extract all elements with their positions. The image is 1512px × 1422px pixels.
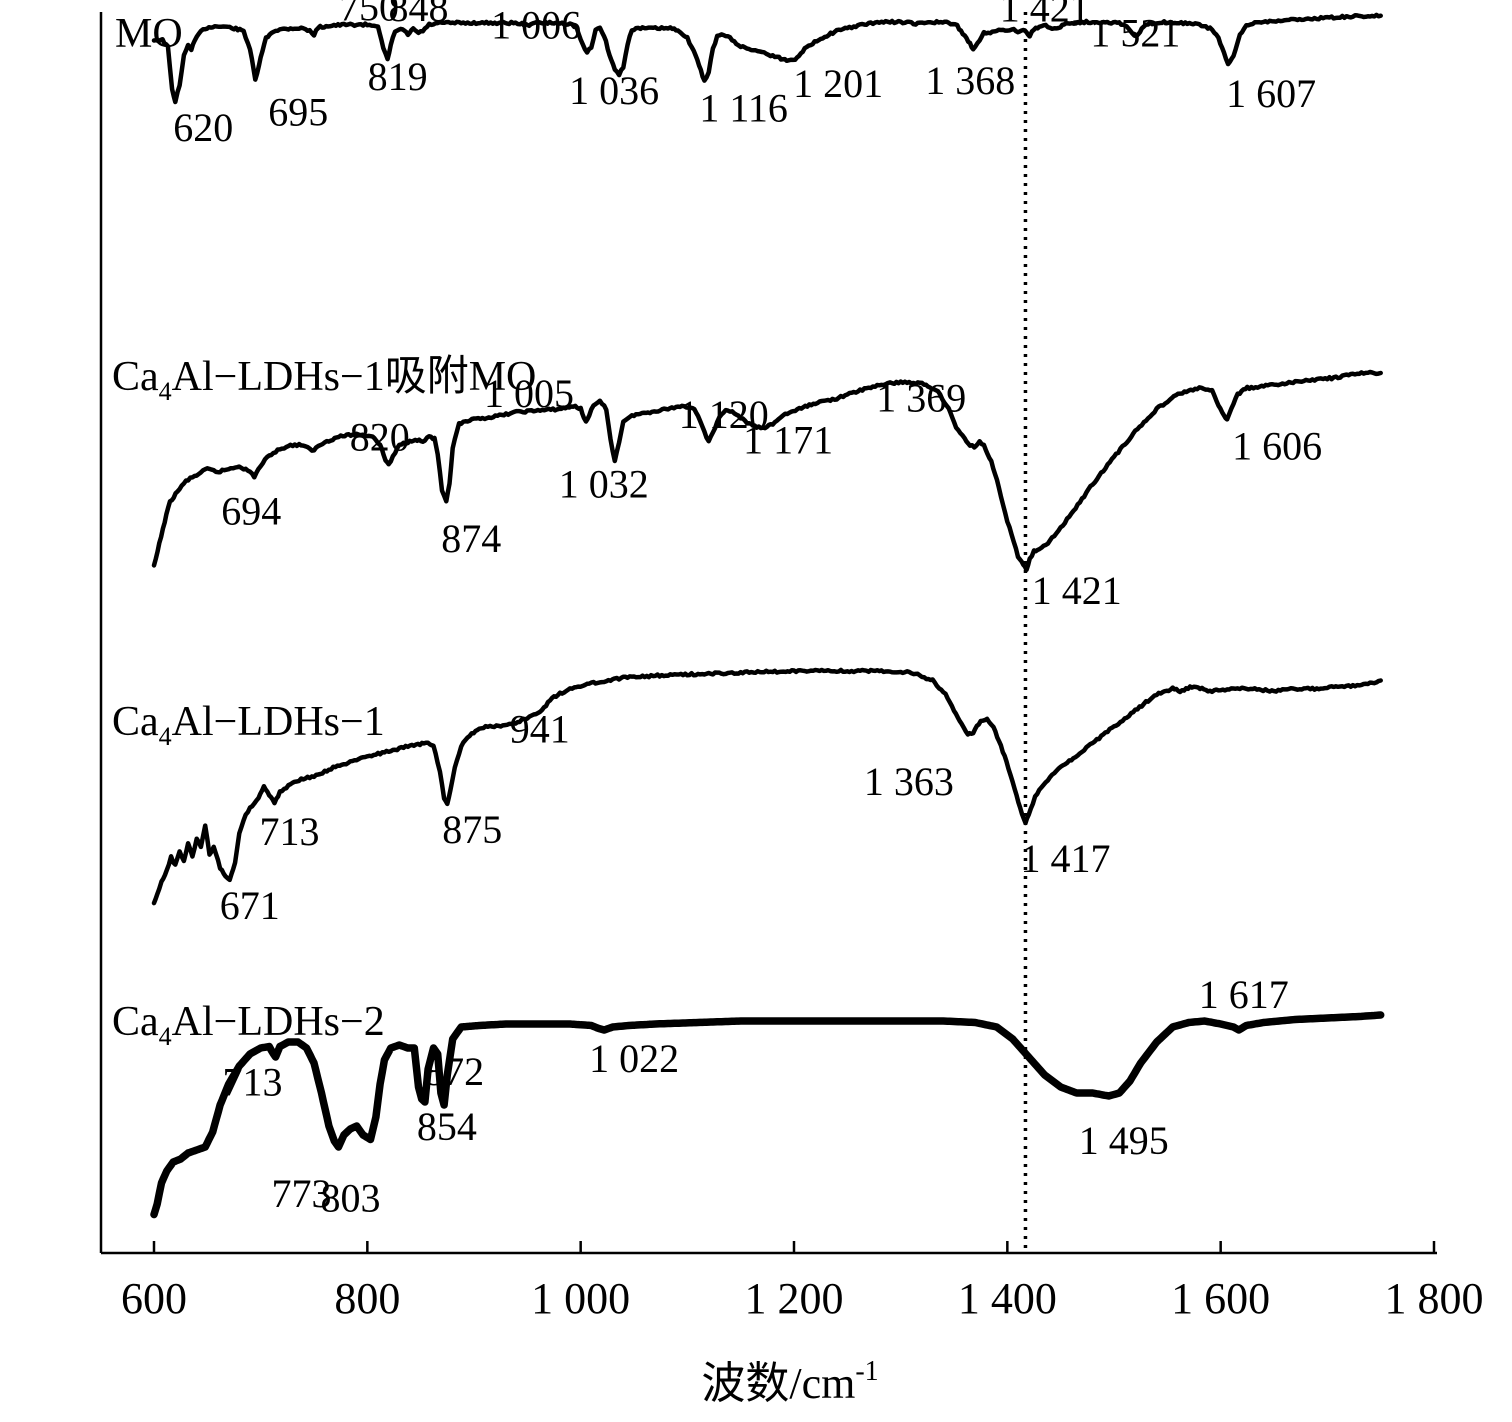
series-name-label: Ca4Al−LDHs−1吸附MO bbox=[112, 354, 536, 406]
spectrum-line bbox=[151, 667, 1383, 906]
x-tick-label: 800 bbox=[334, 1274, 400, 1323]
x-tick-label: 1 400 bbox=[958, 1274, 1057, 1323]
peak-label: 1 606 bbox=[1232, 424, 1322, 469]
spectrum-line bbox=[150, 1011, 1385, 1219]
peak-label: 1 005 bbox=[484, 371, 574, 416]
peak-label: 1 617 bbox=[1199, 972, 1289, 1017]
peak-label: 713 bbox=[223, 1060, 283, 1105]
peak-label: 1 032 bbox=[559, 462, 649, 507]
peak-label: 1 495 bbox=[1079, 1118, 1169, 1163]
peak-label: 713 bbox=[260, 809, 320, 854]
peak-label: 1 607 bbox=[1226, 71, 1316, 116]
series-name-text: Ca bbox=[112, 354, 159, 400]
peak-label: 671 bbox=[220, 883, 280, 928]
spectrum-series: Ca4Al−LDHs−1 671 713 875 941 1 363 1 417 bbox=[112, 667, 1383, 928]
x-tick-label: 1 000 bbox=[531, 1274, 630, 1323]
peak-label: 620 bbox=[173, 105, 233, 150]
x-axis-title-superscript: -1 bbox=[855, 1356, 878, 1387]
peak-label: 803 bbox=[321, 1176, 381, 1221]
peak-label: 773 bbox=[272, 1171, 332, 1216]
series-name-label: Ca4Al−LDHs−1 bbox=[112, 699, 385, 751]
peak-label: 1 120 bbox=[679, 392, 769, 437]
peak-label: 819 bbox=[368, 54, 428, 99]
peak-label: 848 bbox=[389, 0, 449, 30]
series-name-text: Al−LDHs−1吸附MO bbox=[172, 354, 537, 400]
series-name-label: MO bbox=[115, 11, 183, 57]
series-name-label: Ca4Al−LDHs−2 bbox=[112, 999, 385, 1051]
x-axis-title: 波数/cm-1 bbox=[701, 1356, 878, 1408]
peak-label: 694 bbox=[221, 489, 281, 534]
peak-label: 1 363 bbox=[864, 759, 954, 804]
peak-label: 1 201 bbox=[793, 61, 883, 106]
peak-label: 1 368 bbox=[925, 58, 1015, 103]
series-name-subscript: 4 bbox=[159, 377, 172, 406]
series-name-text: Al−LDHs−1 bbox=[172, 699, 385, 745]
peak-label: 874 bbox=[441, 516, 501, 561]
peak-label: 1 421 bbox=[1000, 0, 1090, 31]
peak-label: 820 bbox=[350, 415, 410, 460]
peak-label: 1 116 bbox=[699, 85, 788, 130]
peak-label: 1 006 bbox=[491, 3, 581, 48]
spectrum-line bbox=[151, 12, 1383, 105]
peak-label: 872 bbox=[424, 1049, 484, 1094]
spectrum-series: Ca4Al−LDHs−1吸附MO 694 820 874 1 005 1 032 1 120… bbox=[112, 354, 1383, 613]
x-axis-ticks: 600 800 1 000 1 200 1 400 1 600 1 800 bbox=[121, 1241, 1484, 1323]
x-axis-title-text: 波数/cm bbox=[701, 1359, 855, 1408]
peak-label: 941 bbox=[510, 707, 570, 752]
peak-label: 1 521 bbox=[1090, 10, 1180, 55]
peak-label: 1 036 bbox=[569, 68, 659, 113]
series-name-subscript: 4 bbox=[159, 1022, 172, 1051]
peak-label: 695 bbox=[268, 90, 328, 135]
peak-label: 875 bbox=[442, 807, 502, 852]
x-tick-label: 1 800 bbox=[1385, 1274, 1484, 1323]
series-name-text: Al−LDHs−2 bbox=[172, 999, 385, 1045]
peak-label: 1 022 bbox=[589, 1036, 679, 1081]
series-name-text: MO bbox=[115, 11, 183, 57]
spectrum-line bbox=[151, 369, 1383, 573]
series-name-text: Ca bbox=[112, 999, 159, 1045]
x-tick-label: 600 bbox=[121, 1274, 187, 1323]
x-tick-label: 1 600 bbox=[1171, 1274, 1270, 1323]
peak-label: 854 bbox=[417, 1104, 477, 1149]
peak-label: 750 bbox=[339, 0, 399, 30]
peak-label: 1 417 bbox=[1021, 836, 1111, 881]
series-name-text: Ca bbox=[112, 699, 159, 745]
x-tick-label: 1 200 bbox=[745, 1274, 844, 1323]
peak-label: 1 421 bbox=[1032, 568, 1122, 613]
series-name-subscript: 4 bbox=[159, 722, 172, 751]
peak-label: 1 369 bbox=[876, 376, 966, 421]
peak-label: 1 171 bbox=[743, 418, 833, 463]
axes-layer: 600 800 1 000 1 200 1 400 1 600 1 800 波数/cm-1 bbox=[99, 12, 1484, 1408]
